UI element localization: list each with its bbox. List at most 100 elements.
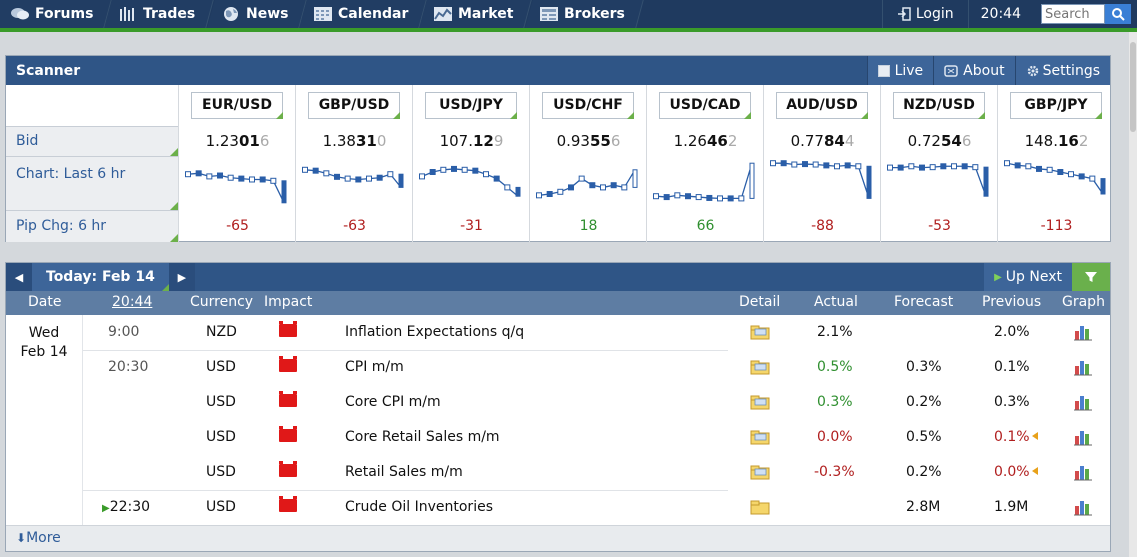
live-checkbox[interactable] [877, 64, 890, 77]
up-next-button[interactable]: ▶ Up Next [984, 263, 1072, 291]
pair-name[interactable]: USD/CHF [542, 92, 634, 119]
event-actual: 2.1% [817, 324, 853, 340]
event-title[interactable]: Inflation Expectations q/q [345, 324, 525, 340]
mini-candlestick-chart[interactable] [887, 155, 991, 211]
pair-column[interactable]: USD/JPY 107.129 -31 [412, 85, 529, 242]
pair-column[interactable]: USD/CAD 1.26462 66 [646, 85, 763, 242]
nav-forums[interactable]: Forums [0, 0, 113, 28]
event-title[interactable]: Core Retail Sales m/m [345, 429, 500, 445]
bid-prefix: 1.38 [322, 132, 356, 150]
calendar-event-row[interactable]: 9:00 NZD Inflation Expectations q/q 2.1% 2.0… [6, 315, 1110, 350]
impact-high-icon[interactable] [279, 391, 297, 407]
nav-brokers[interactable]: Brokers [525, 0, 644, 28]
impact-high-icon[interactable] [279, 496, 297, 512]
event-title[interactable]: Core CPI m/m [345, 394, 441, 410]
event-title[interactable]: Retail Sales m/m [345, 464, 463, 480]
mini-candlestick-chart[interactable] [419, 155, 523, 211]
mini-candlestick-chart[interactable] [1004, 155, 1108, 211]
today-label: Today: Feb 14 [46, 269, 155, 285]
about-button[interactable]: About [933, 56, 1015, 85]
next-day-button[interactable]: ▶ [168, 263, 195, 291]
settings-button[interactable]: Settings [1014, 56, 1110, 85]
event-currency: USD [206, 359, 236, 375]
chart-candle [323, 170, 330, 177]
pair-column[interactable]: AUD/USD 0.77844 -88 [763, 85, 880, 242]
calendar-event-row[interactable]: USD Retail Sales m/m -0.3% 0.2% 0.0% [6, 455, 1110, 490]
mini-candlestick-chart[interactable] [185, 155, 289, 211]
detail-folder-icon[interactable] [750, 429, 770, 445]
event-previous: 0.3% [994, 394, 1030, 410]
detail-folder-icon[interactable] [750, 499, 770, 515]
pair-name[interactable]: GBP/JPY [1010, 92, 1102, 119]
chart-candle [1057, 169, 1064, 175]
scrollbar-thumb[interactable] [1130, 42, 1136, 132]
graph-icon[interactable] [1073, 498, 1093, 516]
impact-high-icon[interactable] [279, 426, 297, 442]
pair-name[interactable]: EUR/USD [191, 92, 283, 119]
graph-icon[interactable] [1073, 323, 1093, 341]
more-link[interactable]: ⬇More [6, 525, 1110, 551]
detail-folder-icon[interactable] [750, 324, 770, 340]
pair-name[interactable]: USD/JPY [425, 92, 517, 119]
mini-candlestick-chart[interactable] [653, 155, 757, 211]
pair-column[interactable]: USD/CHF 0.93556 18 [529, 85, 646, 242]
chart-candle [1036, 165, 1042, 172]
chart-candle [589, 182, 596, 189]
calendar-event-row[interactable]: USD Core Retail Sales m/m 0.0% 0.5% 0.1% [6, 420, 1110, 455]
live-toggle[interactable]: Live [866, 56, 934, 85]
mini-candlestick-chart[interactable] [770, 155, 874, 211]
login-link[interactable]: Login [881, 0, 968, 28]
chart-candle [1004, 160, 1010, 167]
event-forecast: 0.3% [906, 359, 942, 375]
pair-column[interactable]: EUR/USD 1.23016 -65 [178, 85, 295, 242]
chart-candle [1100, 178, 1106, 195]
calendar-event-row[interactable]: 20:30 USD CPI m/m 0.5% 0.3% 0.1% [6, 350, 1110, 385]
col-time[interactable]: 20:44 [112, 294, 153, 310]
detail-folder-icon[interactable] [750, 464, 770, 480]
calendar-event-row[interactable]: USD Core CPI m/m 0.3% 0.2% 0.3% [6, 385, 1110, 420]
detail-folder-icon[interactable] [750, 359, 770, 375]
pair-name[interactable]: AUD/USD [776, 92, 868, 119]
event-previous: 1.9M [994, 499, 1028, 515]
graph-icon[interactable] [1073, 358, 1093, 376]
pair-name[interactable]: NZD/USD [893, 92, 985, 119]
search-input[interactable] [1041, 4, 1105, 24]
pair-column[interactable]: GBP/JPY 148.162 -113 [997, 85, 1114, 242]
nav-trades[interactable]: Trades [104, 0, 215, 28]
col-detail: Detail [739, 294, 781, 310]
pair-column[interactable]: NZD/USD 0.72546 -53 [880, 85, 997, 242]
nav-calendar[interactable]: Calendar [299, 0, 428, 28]
page-scrollbar[interactable] [1129, 32, 1137, 557]
date-weekday: Wed [28, 325, 60, 341]
chart-candle [1078, 173, 1085, 180]
today-button[interactable]: Today: Feb 14 [32, 263, 169, 291]
nav-market[interactable]: Market [419, 0, 533, 28]
impact-high-icon[interactable] [279, 356, 297, 372]
pair-name[interactable]: GBP/USD [308, 92, 400, 119]
graph-icon[interactable] [1073, 428, 1093, 446]
event-previous-text: 0.3% [994, 394, 1030, 410]
impact-high-icon[interactable] [279, 321, 297, 337]
bid-prefix: 107. [439, 132, 473, 150]
pair-name[interactable]: USD/CAD [659, 92, 751, 119]
chart-candle [1014, 162, 1021, 169]
chart-candle [206, 173, 213, 180]
pair-column[interactable]: GBP/USD 1.38310 -63 [295, 85, 412, 242]
graph-icon[interactable] [1073, 463, 1093, 481]
impact-high-icon[interactable] [279, 461, 297, 477]
chart-candle [440, 166, 447, 173]
chart-candle [600, 184, 606, 191]
search-button[interactable] [1105, 4, 1131, 24]
nav-news[interactable]: News [206, 0, 307, 28]
event-title[interactable]: Crude Oil Inventories [345, 499, 493, 515]
mini-candlestick-chart[interactable] [536, 155, 640, 211]
filter-button[interactable] [1072, 263, 1110, 291]
calendar-event-row[interactable]: ▶22:30 USD Crude Oil Inventories 2.8M 1.9M [6, 490, 1110, 525]
mini-candlestick-chart[interactable] [302, 155, 406, 211]
chart-candle [738, 195, 745, 202]
prev-day-button[interactable]: ◀ [6, 263, 32, 291]
event-title[interactable]: CPI m/m [345, 359, 404, 375]
graph-icon[interactable] [1073, 393, 1093, 411]
detail-folder-icon[interactable] [750, 394, 770, 410]
chart-candle [961, 163, 968, 170]
